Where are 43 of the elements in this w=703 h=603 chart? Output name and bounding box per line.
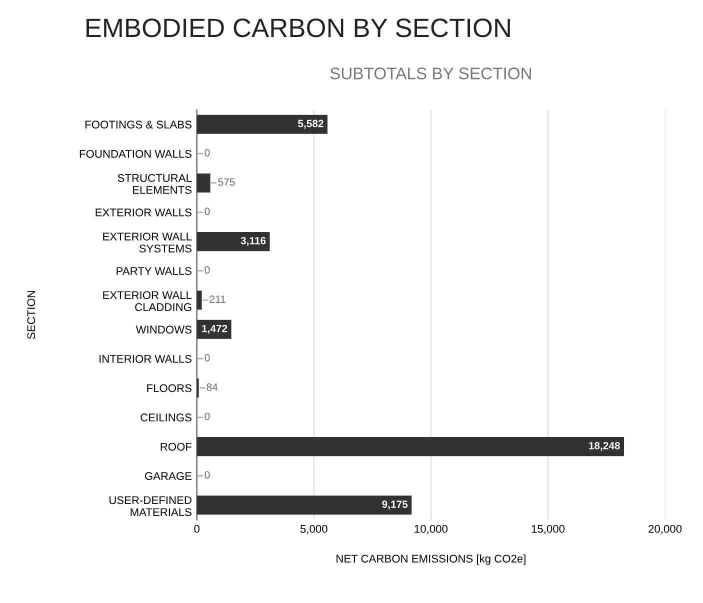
bar <box>196 114 328 134</box>
data-label: 0 <box>204 471 210 479</box>
y-tick-label: INTERIOR WALLS <box>100 354 192 363</box>
y-axis-title: SECTION <box>27 290 36 339</box>
data-label: 0 <box>204 412 210 420</box>
bar <box>196 437 624 456</box>
y-tick-label: EXTERIOR WALL SYSTEMS <box>103 232 192 252</box>
bar <box>196 290 202 310</box>
y-tick-label: GARAGE <box>144 472 192 480</box>
chart-title: EMBODIED CARBON BY SECTION <box>86 18 510 38</box>
data-label: 575 <box>218 178 235 186</box>
data-label: 3,116 <box>240 236 266 246</box>
x-tick-label: 5,000 <box>300 524 328 534</box>
x-axis-title: NET CARBON EMISSIONS [kg CO2e] <box>336 554 526 565</box>
data-label: 211 <box>210 296 226 303</box>
data-label: 84 <box>206 383 218 391</box>
y-tick-label: CEILINGS <box>140 414 192 422</box>
data-label: 0 <box>204 266 210 274</box>
y-tick-label: STRUCTURAL ELEMENTS <box>118 174 192 194</box>
data-label: 1,472 <box>202 324 228 334</box>
y-tick-label: WINDOWS <box>136 326 192 334</box>
y-tick-label: FOUNDATION WALLS <box>80 150 192 158</box>
y-tick-label: ROOF <box>160 442 192 451</box>
data-label: 0 <box>204 354 210 362</box>
data-label: 18,248 <box>589 442 620 451</box>
y-tick-label: FOOTINGS & SLABS <box>85 120 192 129</box>
x-tick-label: 0 <box>194 524 200 533</box>
y-tick-label: EXTERIOR WALL CLADDING <box>103 291 192 312</box>
y-tick-label: PARTY WALLS <box>116 267 192 275</box>
x-tick-label: 15,000 <box>532 524 565 534</box>
bar <box>196 173 210 192</box>
data-label: 0 <box>204 208 210 216</box>
x-tick-label: 10,000 <box>414 524 448 534</box>
bar <box>196 496 412 515</box>
data-label: 9,175 <box>382 500 408 510</box>
bar <box>196 232 270 252</box>
data-label: 0 <box>204 149 210 156</box>
chart-subtitle: SUBTOTALS BY SECTION <box>330 68 532 80</box>
y-tick-label: USER-DEFINED MATERIALS <box>109 496 192 516</box>
data-label: 5,582 <box>298 120 324 129</box>
x-tick-label: 20,000 <box>648 524 682 534</box>
y-tick-label: EXTERIOR WALLS <box>96 208 192 216</box>
y-tick-label: FLOORS <box>147 384 192 392</box>
